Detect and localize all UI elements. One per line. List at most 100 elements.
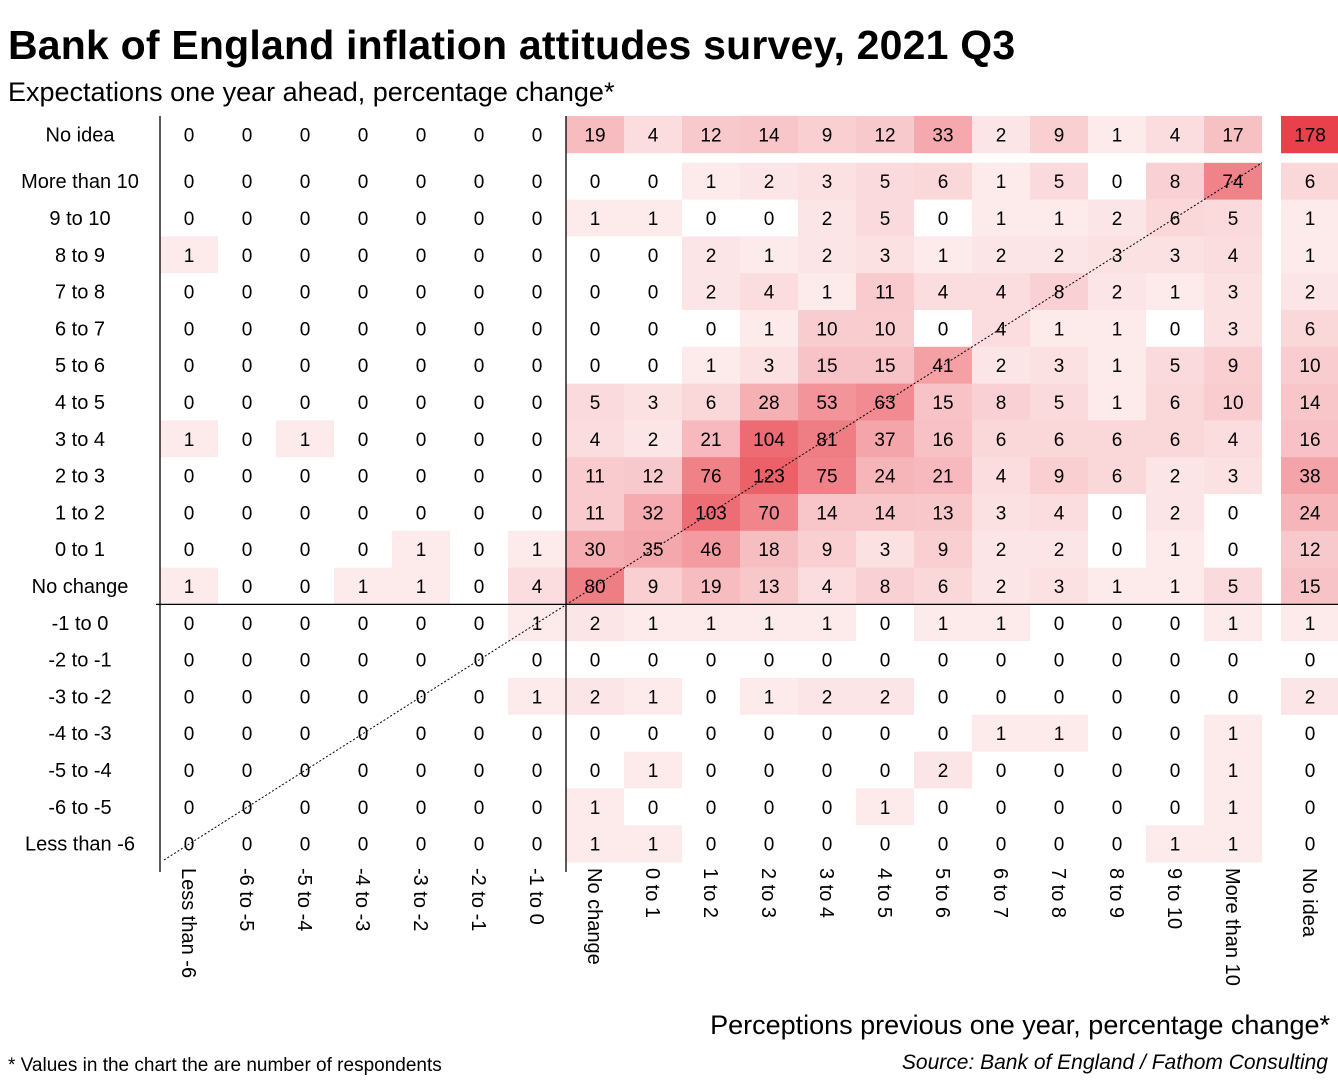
heatmap-cell (1281, 236, 1338, 274)
cell-value: 0 (648, 356, 659, 377)
cell-value: 2 (1112, 283, 1123, 304)
heatmap-cell (334, 567, 392, 605)
heatmap-cell (740, 383, 798, 421)
heatmap-cell (1088, 567, 1146, 605)
heatmap-cell (566, 678, 624, 716)
cell-value: 0 (648, 724, 659, 745)
heatmap-cell (276, 273, 334, 311)
cell-value: 0 (532, 319, 543, 340)
cell-value: 2 (996, 125, 1007, 146)
source-note: Source: Bank of England / Fathom Consult… (901, 1051, 1328, 1074)
heatmap-cell (392, 236, 450, 274)
heatmap-cell (740, 567, 798, 605)
cell-value: 75 (816, 467, 837, 488)
cell-value: 28 (758, 393, 779, 414)
y-tick-label: More than 10 (21, 171, 139, 193)
cell-value: 0 (1054, 687, 1065, 708)
heatmap-cell (1281, 494, 1338, 532)
heatmap-cell (972, 116, 1030, 154)
heatmap-cell (392, 494, 450, 532)
cell-value: 0 (300, 687, 311, 708)
heatmap-cell (160, 567, 218, 605)
heatmap-cell (392, 420, 450, 458)
cell-value: 0 (1112, 761, 1123, 782)
cell-value: 32 (642, 503, 663, 524)
cell-value: 0 (474, 540, 485, 561)
heatmap-cell (856, 678, 914, 716)
cell-value: 0 (416, 246, 427, 267)
cell-value: 19 (584, 125, 605, 146)
cell-value: 123 (753, 467, 785, 488)
heatmap-cell (740, 678, 798, 716)
cell-value: 0 (358, 651, 369, 672)
cell-value: 1 (184, 430, 195, 451)
heatmap-cell (508, 383, 566, 421)
cell-value: 0 (706, 761, 717, 782)
heatmap-cell (1030, 825, 1088, 863)
heatmap-cell (218, 383, 276, 421)
cell-value: 0 (358, 467, 369, 488)
heatmap-cell (624, 346, 682, 384)
heatmap-cell (914, 567, 972, 605)
cell-value: 0 (416, 467, 427, 488)
heatmap-cell (160, 788, 218, 826)
cell-value: 3 (880, 246, 891, 267)
cell-value: 1 (648, 687, 659, 708)
heatmap-cell (856, 604, 914, 642)
heatmap-cell (740, 420, 798, 458)
cell-value: 0 (474, 724, 485, 745)
cell-value: 15 (874, 356, 895, 377)
heatmap-cell (624, 714, 682, 752)
heatmap-cell (1281, 199, 1338, 237)
cell-value: 1 (1170, 540, 1181, 561)
heatmap-cell (450, 714, 508, 752)
cell-value: 0 (184, 687, 195, 708)
heatmap-cell (566, 346, 624, 384)
heatmap-cell (450, 788, 508, 826)
cell-value: 33 (932, 125, 953, 146)
heatmap-cell (450, 236, 508, 274)
cell-value: 0 (1305, 835, 1316, 856)
cell-value: 8 (880, 577, 891, 598)
cell-value: 0 (1305, 724, 1316, 745)
y-tick-label: 1 to 2 (55, 502, 105, 524)
cell-value: 0 (242, 687, 253, 708)
heatmap-cell (914, 383, 972, 421)
cell-value: 3 (880, 540, 891, 561)
heatmap-cell (914, 457, 972, 495)
y-tick-label: -3 to -2 (48, 686, 111, 708)
heatmap-cell (160, 604, 218, 642)
heatmap-cell (392, 530, 450, 568)
heatmap-cell (1030, 788, 1088, 826)
cell-value: 0 (474, 503, 485, 524)
cell-value: 0 (648, 319, 659, 340)
cell-value: 1 (1054, 319, 1065, 340)
cell-value: 0 (300, 467, 311, 488)
heatmap-cell (392, 641, 450, 679)
heatmap-cell (276, 310, 334, 348)
heatmap-cell (334, 383, 392, 421)
heatmap-cell (682, 162, 740, 200)
x-tick-label: 7 to 8 (1047, 868, 1069, 918)
cell-value: 6 (996, 430, 1007, 451)
cell-value: 1 (938, 614, 949, 635)
cell-value: 3 (1170, 246, 1181, 267)
cell-value: 0 (242, 798, 253, 819)
heatmap-cell (218, 604, 276, 642)
heatmap-cell (392, 825, 450, 863)
cell-value: 81 (816, 430, 837, 451)
cell-value: 0 (416, 835, 427, 856)
cell-value: 0 (184, 540, 195, 561)
heatmap-cell (914, 678, 972, 716)
cell-value: 0 (1170, 651, 1181, 672)
heatmap-cell (392, 383, 450, 421)
cell-value: 2 (880, 687, 891, 708)
heatmap-cell (856, 346, 914, 384)
heatmap-cell (392, 751, 450, 789)
heatmap-cell (160, 383, 218, 421)
heatmap-cell (1030, 162, 1088, 200)
cell-value: 1 (996, 209, 1007, 230)
cell-value: 0 (880, 614, 891, 635)
cell-value: 0 (764, 798, 775, 819)
heatmap-cell (972, 825, 1030, 863)
